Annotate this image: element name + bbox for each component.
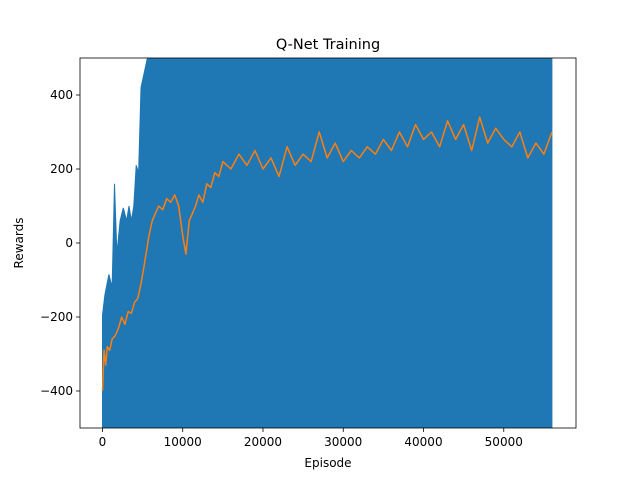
y-tick-label: 200 [50,162,73,176]
y-axis-label: Rewards [12,218,26,269]
x-tick-label: 40000 [404,435,442,449]
y-tick-label: 400 [50,88,73,102]
x-axis-label: Episode [304,456,351,470]
series-rewards-area [102,58,553,428]
x-tick-label: 10000 [164,435,202,449]
y-tick-label: −200 [40,310,73,324]
y-tick-label: −400 [40,384,73,398]
series-moving-average-line [101,116,553,392]
chart-title: Q-Net Training [276,37,380,53]
x-tick-label: 30000 [324,435,362,449]
x-tick-label: 0 [99,435,107,449]
x-tick-label: 50000 [485,435,523,449]
x-tick-label: 20000 [244,435,282,449]
y-tick-label: 0 [65,236,73,250]
